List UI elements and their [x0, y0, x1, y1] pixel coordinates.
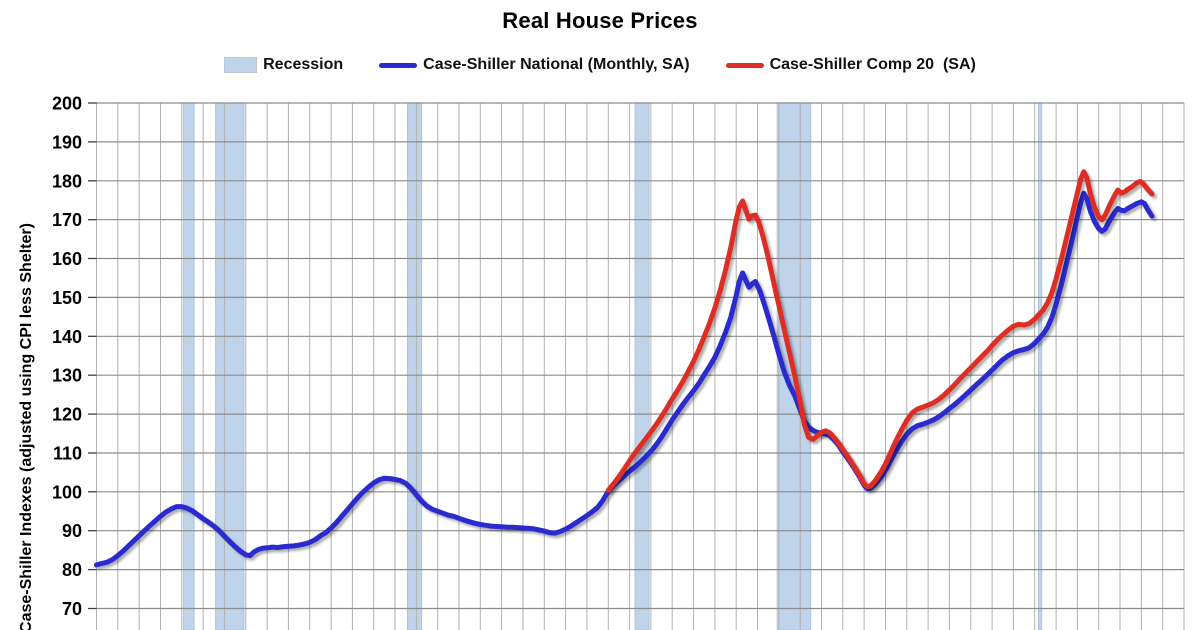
legend-label-comp20: Case-Shiller Comp 20 (SA) [769, 56, 976, 73]
national-line-swatch-icon [379, 62, 418, 68]
recession-band [406, 102, 423, 630]
y-tick-label: 100 [52, 482, 82, 502]
recession-bands [183, 102, 1043, 630]
y-tick-label: 110 [53, 444, 82, 464]
y-tick-label: 140 [52, 327, 82, 347]
legend: Recession Case-Shiller National (Monthly… [0, 53, 1200, 77]
chart-title: Real House Prices [502, 8, 698, 33]
y-tick-label: 170 [52, 210, 82, 230]
y-tick-label: 200 [52, 94, 82, 114]
y-axis-title: Case-Shiller Indexes (adjusted using CPI… [18, 223, 35, 630]
y-axis-ticks: 70 80 90 100 110 120 130 140 150 160 170 180 190 200 [52, 94, 97, 619]
y-tick-label: 180 [52, 171, 82, 191]
legend-item-national: Case-Shiller National (Monthly, SA) [379, 56, 690, 74]
y-tick-label: 160 [52, 249, 82, 269]
vertical-gridlines [96, 103, 1185, 630]
legend-label-recession: Recession [263, 56, 344, 73]
y-tick-label: 150 [52, 288, 82, 308]
y-tick-label: 120 [52, 405, 82, 425]
national-series-line [94, 190, 1155, 568]
recession-swatch-icon [224, 57, 258, 73]
recession-band [183, 102, 195, 630]
y-tick-label: 130 [52, 366, 82, 386]
horizontal-gridlines [96, 102, 1184, 610]
y-tick-label: 70 [62, 599, 82, 619]
recession-band [1038, 102, 1043, 630]
legend-label-national: Case-Shiller National (Monthly, SA) [423, 56, 690, 73]
comp20-line-swatch-icon [725, 62, 764, 68]
y-tick-label: 90 [62, 521, 82, 541]
legend-item-comp20: Case-Shiller Comp 20 (SA) [725, 56, 976, 74]
recession-band [634, 102, 650, 630]
legend-item-recession: Recession [224, 56, 343, 74]
y-tick-label: 80 [62, 560, 82, 580]
comp20-series-line [605, 169, 1155, 493]
y-tick-label: 190 [52, 132, 82, 152]
